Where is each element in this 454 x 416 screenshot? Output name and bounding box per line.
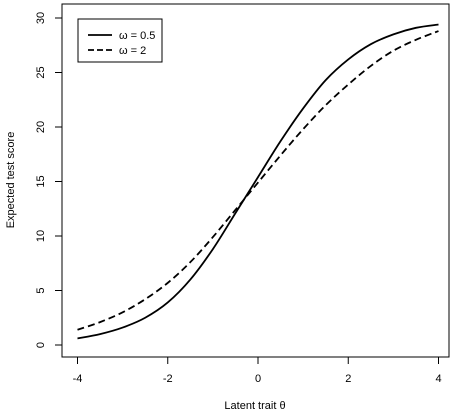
series-layer: [77, 23, 439, 340]
x-axis-title: Latent trait θ: [224, 400, 285, 412]
x-tick-label: -4: [73, 373, 83, 385]
x-tick-label: 2: [345, 373, 351, 385]
series-line-omega-0-5: [77, 23, 439, 340]
legend-label: ω = 0.5: [119, 30, 155, 42]
x-axis: -4 -2 0 2 4: [73, 357, 442, 385]
y-tick-label: 30: [35, 12, 47, 24]
y-tick-label: 5: [35, 287, 47, 293]
y-tick-label: 10: [35, 230, 47, 242]
y-axis: 0 5 10 15 20 25 30: [35, 12, 62, 348]
plot-frame: [61, 3, 450, 358]
x-tick-label: -2: [163, 373, 173, 385]
y-tick-label: 25: [35, 66, 47, 78]
y-tick-label: 20: [35, 121, 47, 133]
y-tick-label: 0: [35, 342, 47, 348]
series-line-omega-2: [77, 30, 439, 331]
legend: ω = 0.5 ω = 2: [77, 18, 163, 63]
y-axis-title: Expected test score: [5, 132, 17, 229]
x-tick-label: 4: [435, 373, 441, 385]
legend-label: ω = 2: [119, 45, 146, 57]
y-tick-label: 15: [35, 175, 47, 187]
legend-box: [77, 18, 163, 63]
x-tick-label: 0: [255, 373, 261, 385]
